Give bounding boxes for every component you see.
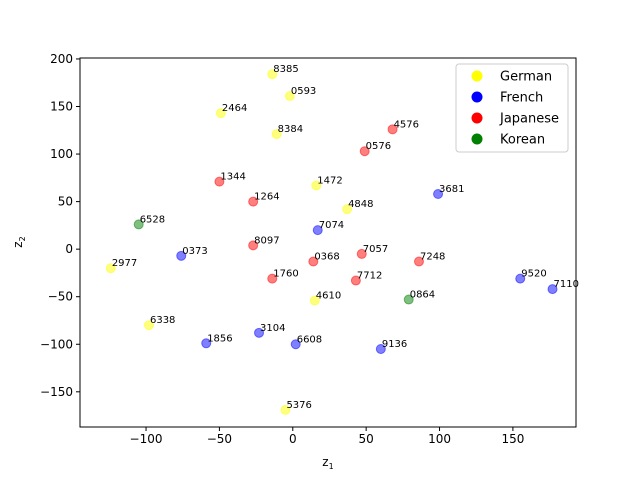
x-axis-label: z1 (322, 455, 333, 471)
y-tick-label: 200 (50, 52, 73, 66)
x-axis-label-main: z (322, 455, 328, 469)
data-point-8384 (271, 129, 282, 140)
data-point-4576 (387, 124, 398, 135)
data-point-7057 (356, 248, 367, 259)
data-point-label-7057: 7057 (363, 244, 388, 255)
data-point-2977 (105, 263, 116, 274)
x-tick-label: 150 (501, 432, 524, 446)
y-axis-label-subscript: 2 (18, 236, 27, 241)
data-point-3104 (254, 327, 265, 338)
plot-points (105, 69, 558, 415)
legend-label-korean: Korean (500, 133, 545, 148)
legend-label-french: French (500, 91, 543, 106)
data-point-0373 (176, 250, 187, 261)
data-point-label-3104: 3104 (260, 323, 285, 334)
data-point-label-4848: 4848 (348, 199, 373, 210)
y-tick-label: 50 (58, 195, 73, 209)
data-point-0576 (359, 146, 370, 157)
point-labels: 8385 0593 2464 8384 1472 4848 2977 4610 6338 5376… (112, 64, 579, 411)
y-tick-label: 150 (50, 100, 73, 114)
x-tick-label: 100 (428, 432, 451, 446)
data-point-0368 (308, 256, 319, 267)
data-point-label-2464: 2464 (222, 103, 247, 114)
data-point-0864 (403, 294, 414, 305)
data-point-label-0373: 0373 (182, 246, 207, 257)
y-tick-label: −150 (40, 385, 73, 399)
data-point-label-1856: 1856 (207, 333, 232, 344)
data-point-label-0593: 0593 (291, 86, 316, 97)
data-point-label-4610: 4610 (316, 291, 341, 302)
data-point-1344 (214, 176, 225, 187)
data-point-label-1344: 1344 (220, 172, 245, 183)
data-point-label-1264: 1264 (254, 192, 279, 203)
data-point-label-5376: 5376 (286, 400, 311, 411)
data-point-8097 (248, 240, 259, 251)
data-point-label-4576: 4576 (394, 119, 419, 130)
data-point-label-9136: 9136 (382, 339, 407, 350)
data-point-7074 (312, 225, 323, 236)
y-axis-label-main: z (11, 241, 25, 247)
data-point-5376 (280, 404, 291, 415)
data-point-7248 (413, 256, 424, 267)
data-point-7110 (547, 284, 558, 295)
plot-frame (79, 57, 577, 428)
data-point-label-7110: 7110 (554, 279, 579, 290)
legend-marker-french (471, 91, 483, 103)
data-point-label-6608: 6608 (297, 334, 322, 345)
data-point-9136 (375, 344, 386, 355)
data-point-label-6338: 6338 (150, 315, 175, 326)
data-point-1264 (248, 196, 259, 207)
y-tick-label: 0 (65, 242, 73, 256)
y-tick-label: −50 (48, 290, 73, 304)
data-point-1856 (201, 338, 212, 349)
legend: German French Japanese Korean (455, 63, 569, 153)
data-point-label-6528: 6528 (140, 214, 165, 225)
data-point-6608 (290, 339, 301, 350)
data-point-4848 (342, 204, 353, 215)
x-axis-label-subscript: 1 (329, 462, 334, 471)
data-point-8385 (267, 69, 278, 80)
data-point-label-1760: 1760 (273, 269, 298, 280)
y-axis-label: z2 (11, 236, 27, 247)
x-axis-ticks: −100 −50 0 50 100 150 (130, 427, 524, 446)
y-tick-label: 100 (50, 147, 73, 161)
data-point-label-7712: 7712 (357, 271, 382, 282)
data-point-1472 (311, 180, 322, 191)
legend-marker-german (471, 70, 483, 82)
data-point-label-9520: 9520 (521, 269, 546, 280)
data-point-6528 (133, 219, 144, 230)
legend-box (455, 63, 569, 153)
x-tick-label: 50 (359, 432, 374, 446)
data-point-label-0864: 0864 (410, 290, 435, 301)
legend-label-japanese: Japanese (499, 112, 559, 127)
x-tick-label: −100 (130, 432, 163, 446)
data-point-3681 (433, 188, 444, 199)
x-tick-label: −50 (207, 432, 232, 446)
data-point-9520 (515, 273, 526, 284)
data-point-2464 (215, 108, 226, 119)
data-point-4610 (309, 295, 320, 306)
legend-marker-japanese (471, 112, 483, 124)
legend-label-german: German (500, 70, 552, 85)
data-point-0593 (284, 91, 295, 102)
data-point-label-8385: 8385 (273, 64, 298, 75)
data-point-label-8384: 8384 (278, 124, 303, 135)
legend-marker-korean (471, 133, 483, 145)
data-point-label-3681: 3681 (439, 184, 464, 195)
data-point-6338 (143, 320, 154, 331)
data-point-1760 (267, 273, 278, 284)
data-point-label-1472: 1472 (317, 175, 342, 186)
y-tick-label: −100 (40, 337, 73, 351)
y-axis-ticks: −150 −100 −50 0 50 100 150 200 (40, 52, 80, 399)
x-tick-label: 0 (289, 432, 297, 446)
data-point-label-7074: 7074 (319, 220, 344, 231)
data-point-label-2977: 2977 (112, 258, 137, 269)
data-point-label-7248: 7248 (420, 252, 445, 263)
data-point-label-8097: 8097 (254, 235, 279, 246)
data-point-label-0576: 0576 (366, 141, 391, 152)
data-point-label-0368: 0368 (314, 252, 339, 263)
data-point-7712 (350, 275, 361, 286)
